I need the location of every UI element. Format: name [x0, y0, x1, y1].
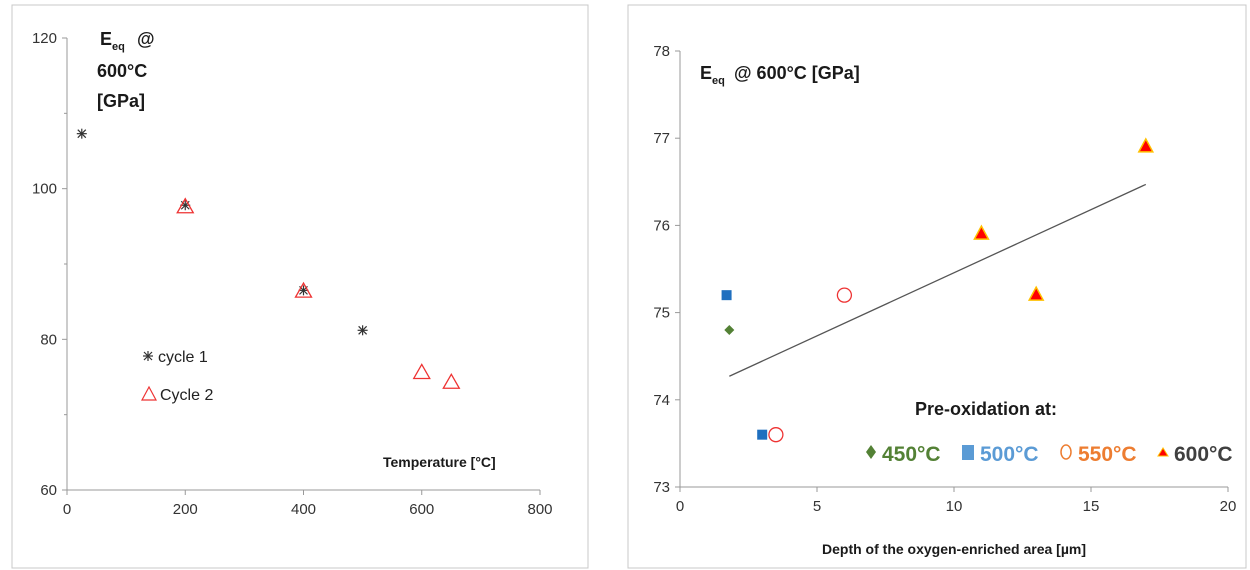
legend-marker-550	[1060, 444, 1072, 460]
left-point-series-2	[294, 281, 313, 298]
left-point-series-2	[442, 372, 461, 389]
right-legend: Pre-oxidation at: 450°C 500°C 550°C 600°…	[866, 399, 1233, 466]
right-x-tick-label: 0	[676, 498, 684, 515]
right-point-series-2	[757, 429, 768, 440]
right-point-series-4	[1137, 137, 1155, 153]
left-x-tick-label: 400	[291, 501, 316, 518]
right-x-axis-label: Depth of the oxygen-enriched area [µm]	[822, 541, 1086, 557]
legend-label-cycle-2: Cycle 2	[160, 387, 213, 404]
left-point-series-1	[76, 128, 87, 139]
right-y-tick-label: 73	[653, 479, 670, 496]
left-y-tick-label: 100	[32, 181, 57, 198]
left-point-series-1	[357, 325, 368, 336]
right-x-tick-label: 15	[1083, 498, 1100, 515]
right-title-e: E	[700, 63, 712, 83]
left-y-tick-label: 60	[40, 482, 57, 499]
right-title-sub: eq	[712, 75, 725, 87]
left-title-e: E	[100, 29, 112, 49]
right-y-tick-label: 75	[653, 305, 670, 322]
right-y-tick-label: 78	[653, 43, 670, 60]
legend-label-cycle-1: cycle 1	[158, 349, 208, 366]
left-x-tick-label: 0	[63, 501, 71, 518]
right-x-tick-label: 5	[813, 498, 821, 515]
right-y-tick-label: 76	[653, 217, 670, 234]
legend-label-550: 550°C	[1078, 443, 1137, 466]
left-title-at: @	[137, 29, 155, 49]
right-point-series-3	[768, 427, 784, 443]
right-point-series-3	[836, 287, 853, 303]
trendline	[729, 183, 1147, 377]
right-x-tick-label: 10	[946, 498, 963, 515]
legend-label-450: 450°C	[882, 443, 941, 466]
right-point-series-4	[1027, 285, 1045, 301]
left-title-sub: eq	[112, 41, 125, 53]
left-title-unit: [GPa]	[97, 91, 145, 111]
left-x-tick-label: 800	[527, 501, 552, 518]
right-title-rest: @ 600°C [GPa]	[734, 63, 860, 83]
left-point-series-2	[176, 197, 195, 214]
left-point-series-2	[412, 363, 431, 380]
legend-title: Pre-oxidation at:	[915, 399, 1057, 419]
plot-layer: 60 80 100 120 0 200 400 600 800 73 74 75 76 77 78 0 5 10 1…	[32, 30, 1236, 518]
left-x-tick-label: 200	[173, 501, 198, 518]
right-point-series-1	[724, 325, 735, 336]
legend-marker-600	[1157, 447, 1169, 457]
legend-marker-cycle-1	[143, 351, 153, 361]
legend-marker-cycle-2	[140, 385, 158, 401]
left-x-tick-label: 600	[409, 501, 434, 518]
right-point-series-2	[721, 290, 732, 301]
right-panel-frame	[627, 4, 1247, 569]
left-x-axis-label: Temperature [°C]	[383, 454, 496, 470]
legend-marker-500	[962, 445, 974, 460]
legend-label-600: 600°C	[1174, 443, 1233, 466]
legend-marker-450	[866, 445, 876, 459]
left-y-tick-label: 80	[40, 331, 57, 348]
left-y-tick-label: 120	[32, 30, 57, 47]
left-title-temp: 600°C	[97, 61, 147, 81]
right-y-tick-label: 74	[653, 392, 670, 409]
right-y-tick-label: 77	[653, 130, 670, 147]
left-legend: cycle 1 Cycle 2	[140, 349, 213, 404]
right-point-series-4	[973, 224, 990, 240]
legend-label-500: 500°C	[980, 443, 1039, 466]
right-x-tick-label: 20	[1220, 498, 1237, 515]
